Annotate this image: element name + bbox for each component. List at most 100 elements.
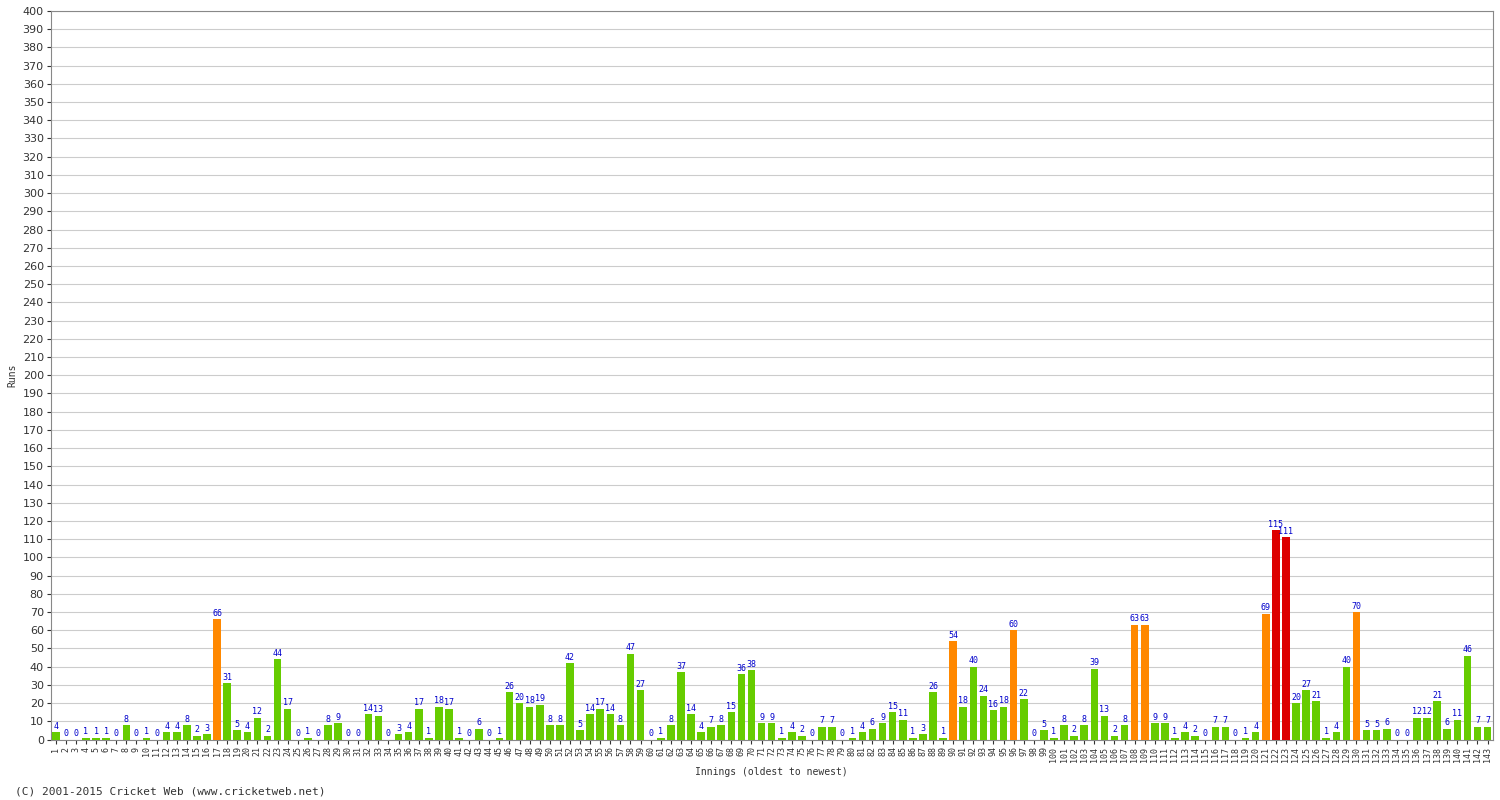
Text: 18: 18 — [433, 696, 444, 706]
Text: 8: 8 — [558, 714, 562, 723]
Text: 18: 18 — [958, 696, 968, 706]
Text: 8: 8 — [548, 714, 552, 723]
Text: 7: 7 — [1474, 716, 1480, 726]
Text: 8: 8 — [1062, 714, 1066, 723]
Text: 0: 0 — [1233, 729, 1238, 738]
Bar — [616, 725, 624, 739]
Text: 4: 4 — [699, 722, 703, 731]
Bar — [1191, 736, 1198, 739]
Bar — [868, 729, 876, 739]
Text: 17: 17 — [414, 698, 423, 707]
Bar — [1050, 738, 1058, 739]
Text: 17: 17 — [282, 698, 292, 707]
Bar — [1292, 703, 1300, 739]
Bar — [1372, 730, 1380, 739]
Text: 26: 26 — [504, 682, 515, 690]
Bar — [909, 738, 916, 739]
Bar — [284, 709, 291, 739]
Bar — [254, 718, 261, 739]
Bar — [234, 730, 242, 739]
Text: 0: 0 — [114, 729, 118, 738]
Bar — [53, 732, 60, 739]
Bar — [898, 719, 906, 739]
Text: 12: 12 — [1422, 707, 1432, 716]
Bar — [798, 736, 806, 739]
Bar — [1150, 723, 1158, 739]
Bar — [819, 727, 827, 739]
Text: 8: 8 — [124, 714, 129, 723]
Text: 0: 0 — [134, 729, 140, 738]
Text: 36: 36 — [736, 663, 747, 673]
Bar — [1071, 736, 1078, 739]
Text: 0: 0 — [1032, 729, 1036, 738]
Bar — [980, 696, 987, 739]
Text: 1: 1 — [1173, 727, 1178, 736]
Bar — [1312, 702, 1320, 739]
Text: 5: 5 — [1364, 720, 1370, 729]
Bar — [1353, 612, 1360, 739]
Text: 69: 69 — [1260, 603, 1270, 613]
Text: 0: 0 — [810, 729, 814, 738]
Text: 0: 0 — [488, 729, 492, 738]
Text: 0: 0 — [154, 729, 159, 738]
Text: 5: 5 — [578, 720, 582, 729]
Text: 6: 6 — [870, 718, 874, 727]
Bar — [788, 732, 795, 739]
Text: 1: 1 — [850, 727, 855, 736]
Bar — [1383, 729, 1390, 739]
Bar — [1172, 738, 1179, 739]
Text: 7: 7 — [1214, 716, 1218, 726]
Text: 6: 6 — [1384, 718, 1389, 727]
Text: 39: 39 — [1089, 658, 1100, 667]
Bar — [1131, 625, 1138, 739]
X-axis label: Innings (oldest to newest): Innings (oldest to newest) — [696, 767, 847, 777]
Bar — [778, 738, 786, 739]
Text: 4: 4 — [1334, 722, 1340, 731]
Text: 37: 37 — [676, 662, 686, 670]
Text: 2: 2 — [800, 726, 804, 734]
Text: 4: 4 — [1182, 722, 1188, 731]
Bar — [1161, 723, 1168, 739]
Bar — [424, 738, 432, 739]
Text: 4: 4 — [1252, 722, 1258, 731]
Bar — [1182, 732, 1190, 739]
Text: 1: 1 — [910, 727, 915, 736]
Text: 0: 0 — [648, 729, 652, 738]
Text: 1: 1 — [778, 727, 784, 736]
Text: 3: 3 — [396, 724, 400, 733]
Text: 18: 18 — [999, 696, 1008, 706]
Bar — [446, 709, 453, 739]
Text: 0: 0 — [1404, 729, 1410, 738]
Text: 6: 6 — [477, 718, 482, 727]
Bar — [586, 714, 594, 739]
Text: 7: 7 — [1485, 716, 1490, 726]
Text: 20: 20 — [514, 693, 525, 702]
Bar — [1262, 614, 1269, 739]
Bar — [1080, 725, 1088, 739]
Bar — [506, 692, 513, 739]
Bar — [1060, 725, 1068, 739]
Bar — [597, 709, 604, 739]
Text: 1: 1 — [104, 727, 108, 736]
Bar — [556, 725, 564, 739]
Text: 20: 20 — [1292, 693, 1300, 702]
Text: 2: 2 — [1192, 726, 1197, 734]
Text: 9: 9 — [336, 713, 340, 722]
Text: 7: 7 — [819, 716, 825, 726]
Text: 11: 11 — [897, 709, 908, 718]
Bar — [849, 738, 856, 739]
Bar — [969, 666, 976, 739]
Bar — [950, 641, 957, 739]
Text: 2: 2 — [1112, 726, 1118, 734]
Bar — [1424, 718, 1431, 739]
Bar — [879, 723, 886, 739]
Bar — [990, 710, 998, 739]
Bar — [213, 619, 220, 739]
Bar — [1101, 716, 1108, 739]
Text: 15: 15 — [726, 702, 736, 710]
Text: 24: 24 — [978, 686, 988, 694]
Bar — [1272, 530, 1280, 739]
Bar — [728, 712, 735, 739]
Text: 0: 0 — [386, 729, 392, 738]
Text: 0: 0 — [356, 729, 360, 738]
